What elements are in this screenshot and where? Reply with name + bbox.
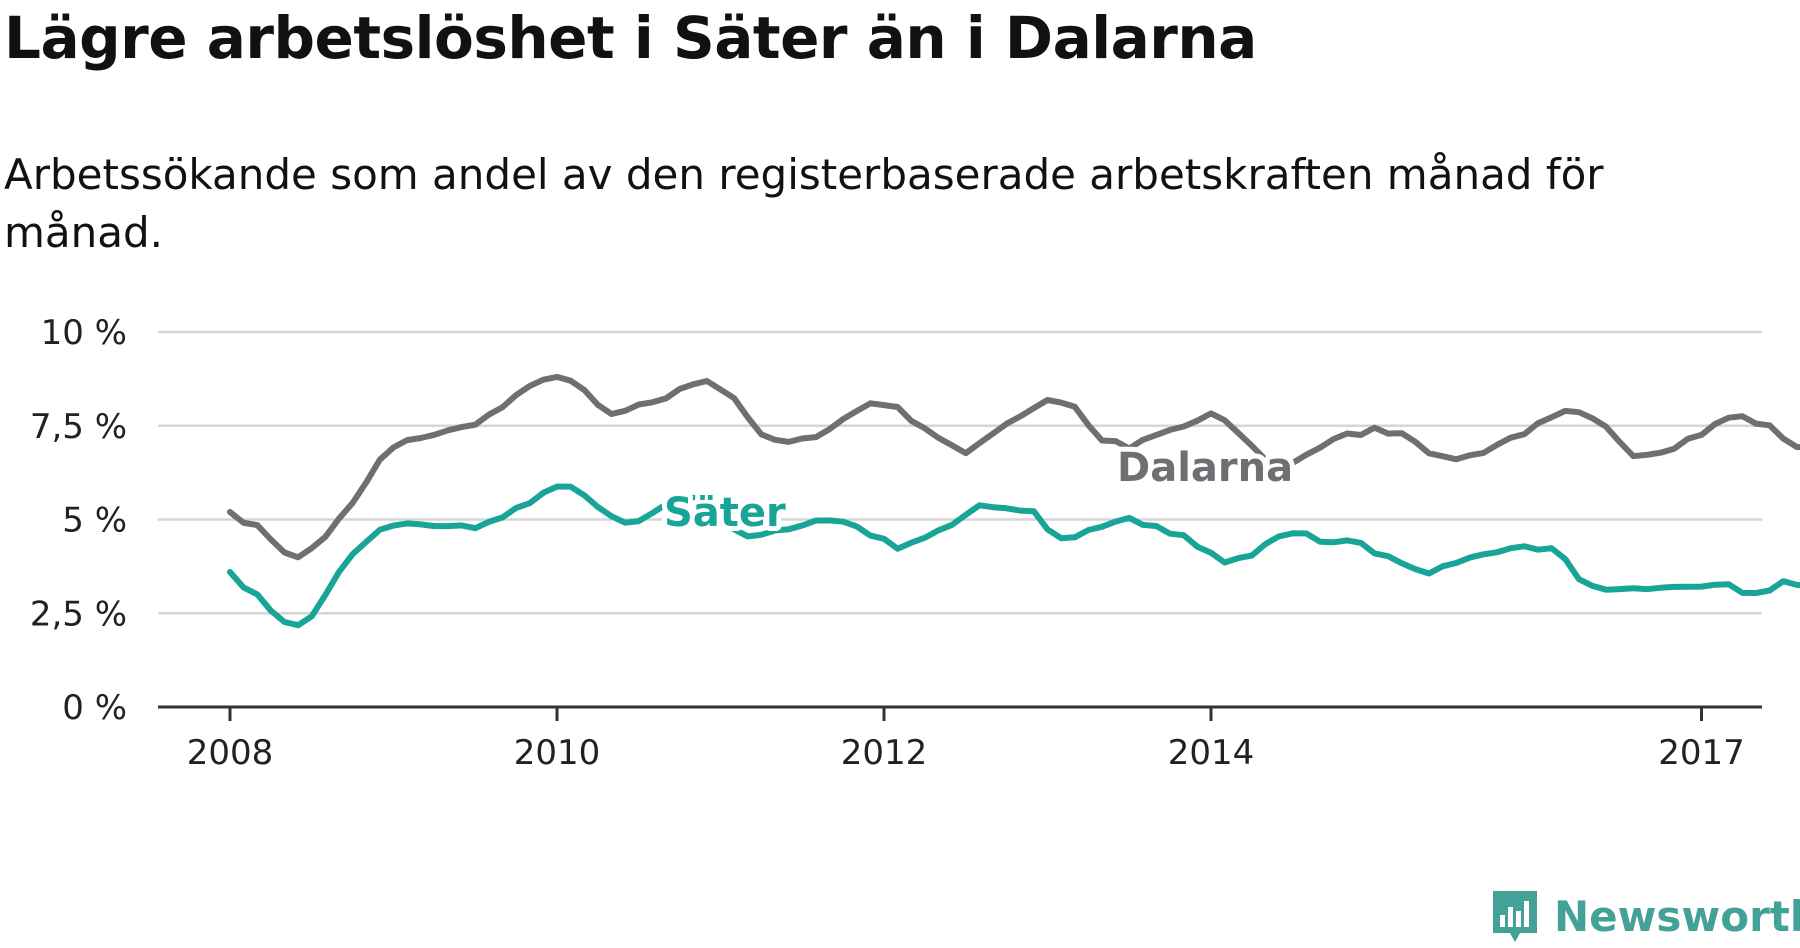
series-line-sater — [227, 483, 1800, 629]
y-tick-label: 7,5 % — [30, 407, 127, 447]
x-axis: 200820102012201420172019202120232025 — [158, 705, 1762, 773]
newsworthy-logo[interactable]: Newsworthy — [1490, 888, 1800, 944]
y-tick-label: 5 % — [62, 501, 127, 541]
y-tick-label: 10 % — [41, 313, 127, 353]
y-axis-ticks: 0 % 2,5 % 5 % 7,5 % 10 % — [30, 313, 127, 728]
chart-subtitle: Arbetssökande som andel av den registerb… — [4, 150, 1604, 257]
series-line-dalarna — [227, 373, 1800, 561]
x-tick-label: 2010 — [514, 733, 601, 773]
series-lines — [227, 373, 1800, 629]
series-label-sater: Säter — [664, 490, 786, 536]
series-labels: DalarnaDalarnaSäterSäter5 %5 %3,6 %3,6 % — [659, 440, 1298, 541]
brand-name: Newsworthy — [1554, 891, 1800, 941]
x-tick-label: 2008 — [187, 733, 274, 773]
y-tick-label: 0 % — [62, 688, 127, 728]
x-tick-label: 2014 — [1168, 733, 1255, 773]
y-tick-label: 2,5 % — [30, 594, 127, 634]
line-chart: 0 % 2,5 % 5 % 7,5 % 10 % 2008 2010 2012 2014 201… — [30, 313, 1800, 773]
series-label-dalarna-halo: Dalarna — [1117, 445, 1293, 491]
gridlines — [158, 330, 1762, 615]
x-tick-label: 2017 — [1658, 733, 1745, 773]
chart-title: Lägre arbetslöshet i Säter än i Dalarna — [4, 4, 1257, 72]
newsworthy-bar-chart-icon — [1493, 891, 1537, 942]
series-label-dalarna: Dalarna — [1117, 445, 1293, 491]
series-label-sater-halo: Säter — [664, 490, 786, 536]
x-tick-label: 2012 — [841, 733, 928, 773]
